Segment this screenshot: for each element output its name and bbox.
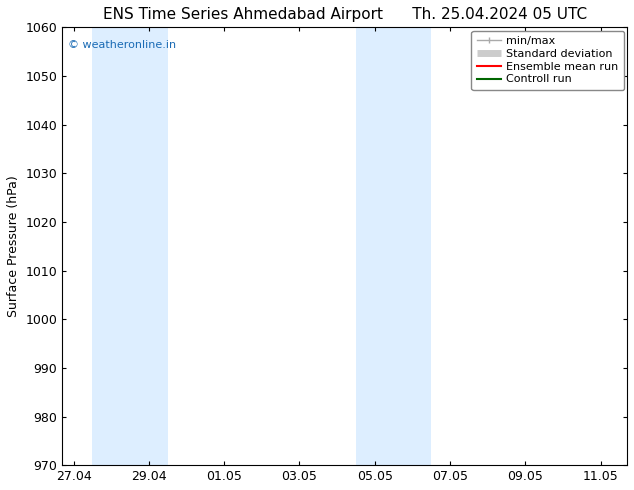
- Bar: [356, 27, 431, 465]
- Legend: min/max, Standard deviation, Ensemble mean run, Controll run: min/max, Standard deviation, Ensemble me…: [472, 30, 624, 90]
- Bar: [93, 27, 167, 465]
- Y-axis label: Surface Pressure (hPa): Surface Pressure (hPa): [7, 175, 20, 317]
- Title: ENS Time Series Ahmedabad Airport      Th. 25.04.2024 05 UTC: ENS Time Series Ahmedabad Airport Th. 25…: [103, 7, 586, 22]
- Text: © weatheronline.in: © weatheronline.in: [68, 40, 176, 50]
